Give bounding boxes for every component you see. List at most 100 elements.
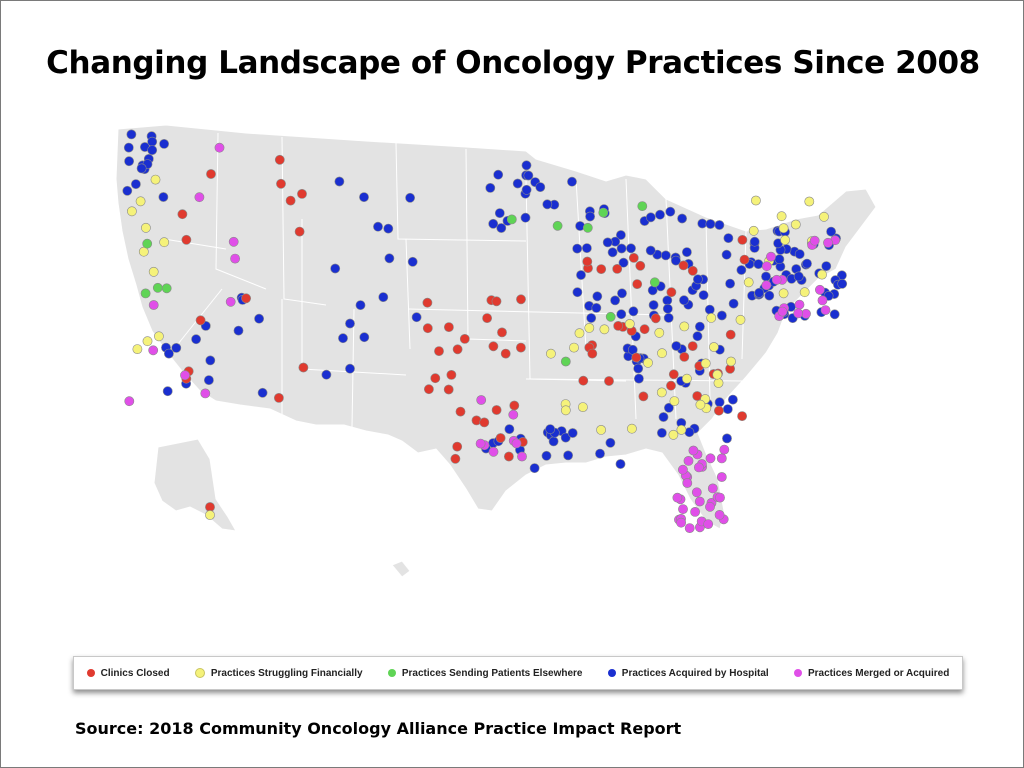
marker-acquired <box>567 428 578 438</box>
marker-merged <box>815 284 825 295</box>
marker-closed <box>482 313 492 323</box>
marker-acquired <box>164 348 174 359</box>
marker-acquired <box>512 178 523 189</box>
marker-struggling <box>817 269 827 280</box>
marker-struggling <box>126 206 137 217</box>
marker-merged <box>228 236 239 247</box>
marker-closed <box>604 376 614 386</box>
marker-struggling <box>726 356 736 367</box>
marker-closed <box>274 154 285 165</box>
marker-acquired <box>793 271 804 282</box>
marker-closed <box>578 375 589 386</box>
marker-sending <box>605 311 616 322</box>
marker-closed <box>668 369 679 380</box>
marker-closed <box>628 252 639 263</box>
marker-struggling <box>560 405 571 416</box>
marker-closed <box>297 189 307 199</box>
marker-closed <box>714 405 724 416</box>
marker-acquired <box>147 136 158 147</box>
marker-closed <box>666 380 676 391</box>
marker-acquired <box>658 412 669 422</box>
marker-struggling <box>735 314 746 325</box>
legend-item-acquired: Practices Acquired by Hospital <box>607 668 769 679</box>
marker-closed <box>612 263 623 274</box>
marker-struggling <box>748 225 759 236</box>
marker-acquired <box>665 206 676 217</box>
marker-acquired <box>695 321 705 332</box>
marker-acquired <box>592 291 603 302</box>
marker-struggling <box>713 378 724 388</box>
marker-acquired <box>717 310 727 321</box>
legend-swatch-closed <box>86 669 95 677</box>
marker-acquired <box>645 212 656 223</box>
marker-closed <box>446 369 457 380</box>
marker-acquired <box>359 192 369 202</box>
marker-merged <box>688 445 699 456</box>
marker-acquired <box>671 341 682 351</box>
marker-struggling <box>668 429 679 440</box>
marker-merged <box>777 306 788 317</box>
marker-closed <box>491 405 502 415</box>
marker-acquired <box>338 333 348 344</box>
marker-merged <box>148 345 159 356</box>
marker-sending <box>506 214 517 225</box>
marker-acquired <box>829 309 840 320</box>
marker-acquired <box>697 218 708 229</box>
marker-closed <box>452 344 463 355</box>
marker-merged <box>694 462 704 473</box>
marker-closed <box>632 279 643 289</box>
marker-acquired <box>618 257 629 268</box>
marker-sending <box>582 222 593 233</box>
marker-acquired <box>123 142 134 153</box>
marker-acquired <box>147 145 158 155</box>
marker-acquired <box>521 184 532 195</box>
marker-closed <box>276 178 286 189</box>
marker-acquired <box>774 254 785 265</box>
marker-acquired <box>722 404 733 414</box>
marker-acquired <box>359 332 370 343</box>
marker-acquired <box>714 220 725 230</box>
marker-closed <box>687 341 698 351</box>
marker-acquired <box>595 448 605 459</box>
marker-struggling <box>142 336 153 347</box>
legend-label-sending: Practices Sending Patients Elsewhere <box>401 667 583 679</box>
marker-closed <box>503 451 514 462</box>
marker-acquired <box>655 209 665 220</box>
marker-acquired <box>330 263 341 274</box>
marker-merged <box>124 396 135 407</box>
marker-struggling <box>778 223 789 234</box>
marker-merged <box>719 444 730 455</box>
marker-merged <box>475 438 486 449</box>
marker-merged <box>511 438 522 449</box>
marker-acquired <box>496 223 507 233</box>
marker-merged <box>694 496 705 507</box>
legend-item-merged: Practices Merged or Acquired <box>794 668 949 679</box>
marker-struggling <box>790 219 801 230</box>
marker-closed <box>509 400 520 411</box>
legend-item-closed: Clinics Closed <box>86 668 170 679</box>
marker-acquired <box>171 342 182 353</box>
marker-closed <box>638 391 649 402</box>
marker-merged <box>794 299 805 310</box>
marker-struggling <box>776 211 787 222</box>
marker-acquired <box>520 212 531 223</box>
marker-sending <box>140 288 151 299</box>
marker-acquired <box>634 373 644 384</box>
marker-merged <box>771 274 782 285</box>
marker-merged <box>230 253 241 264</box>
marker-acquired <box>585 211 595 222</box>
marker-struggling <box>159 237 170 248</box>
marker-closed <box>443 384 454 395</box>
marker-acquired <box>721 249 732 260</box>
marker-struggling <box>780 235 790 245</box>
marker-merged <box>761 261 772 272</box>
marker-closed <box>241 293 251 304</box>
marker-closed <box>679 351 690 362</box>
marker-closed <box>273 392 284 403</box>
marker-struggling <box>627 423 637 434</box>
marker-acquired <box>254 313 264 324</box>
marker-merged <box>200 388 211 399</box>
marker-struggling <box>799 287 810 298</box>
marker-closed <box>422 323 433 334</box>
marker-acquired <box>626 243 636 254</box>
